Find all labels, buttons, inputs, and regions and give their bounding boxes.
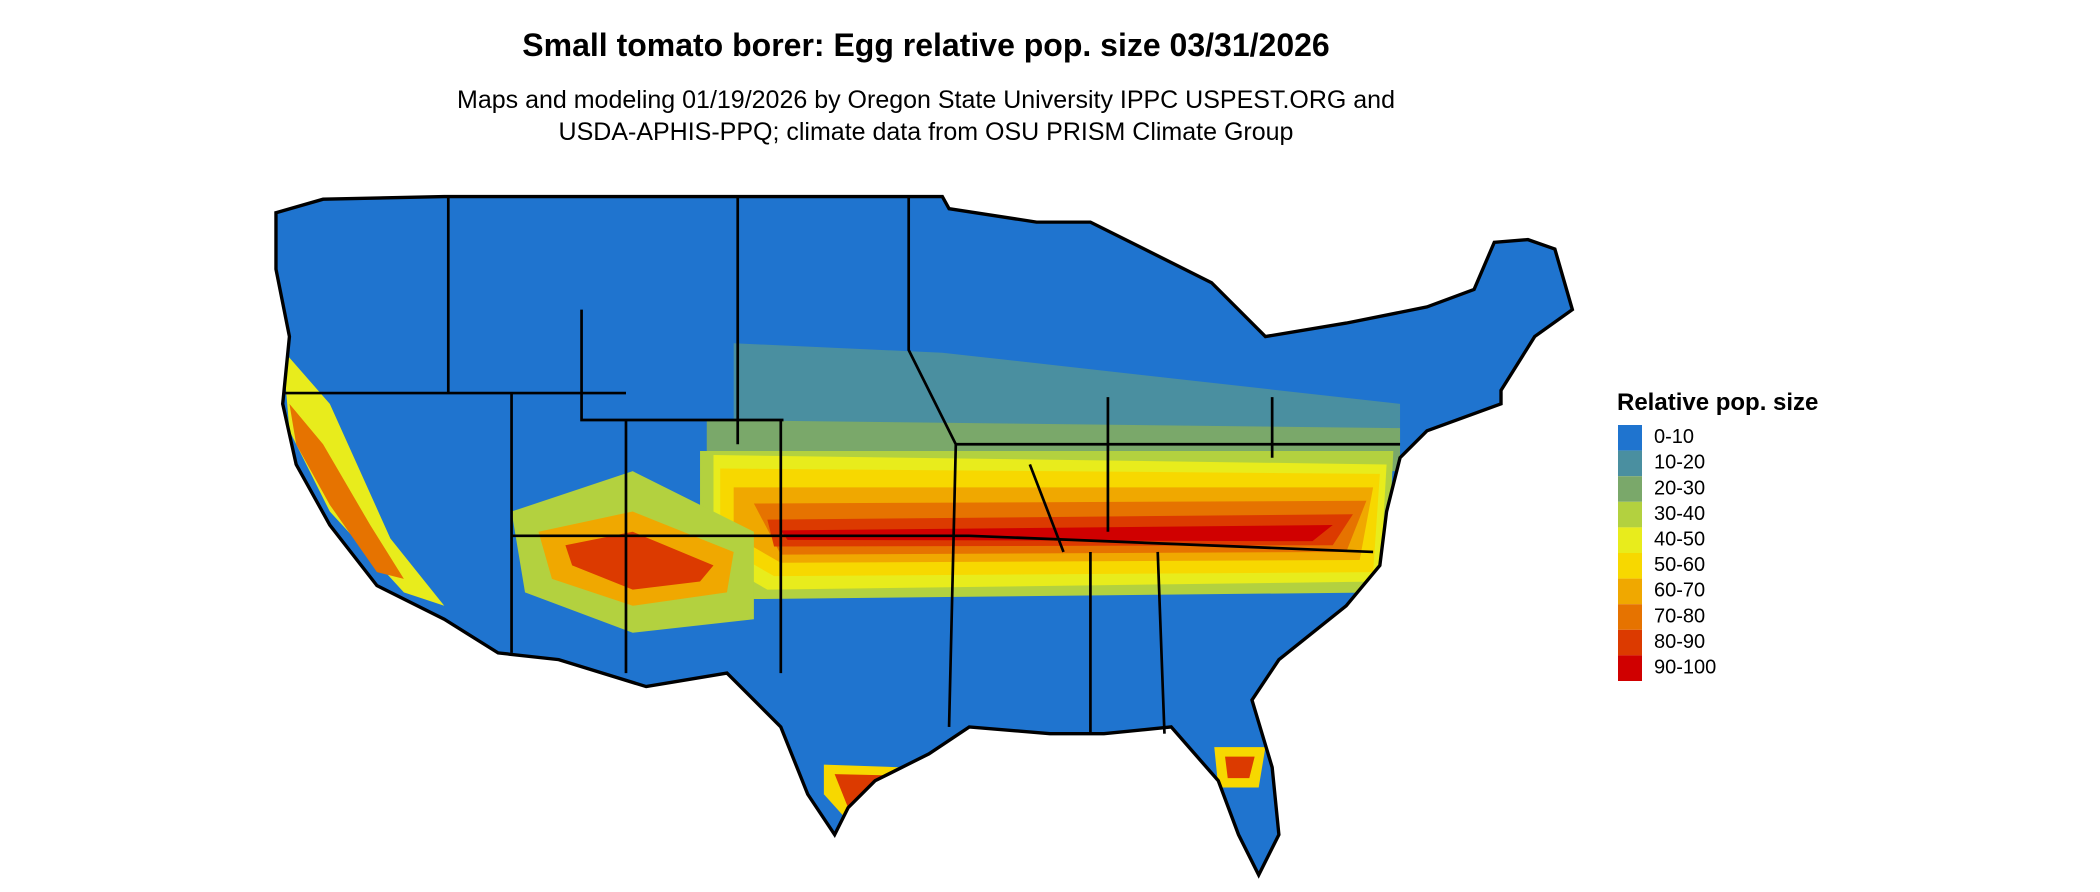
us-outline bbox=[274, 194, 1575, 879]
band bbox=[289, 403, 404, 579]
legend-swatch bbox=[1618, 604, 1642, 630]
map-subtitle: Maps and modeling 01/19/2026 by Oregon S… bbox=[457, 86, 1395, 114]
legend-title: Relative pop. size bbox=[1617, 389, 1818, 416]
band bbox=[565, 531, 714, 590]
legend-label: 90-100 bbox=[1654, 656, 1716, 678]
map-subtitle: USDA-APHIS-PPQ; climate data from OSU PR… bbox=[559, 118, 1294, 146]
legend-label: 70-80 bbox=[1654, 605, 1705, 627]
band bbox=[282, 350, 445, 606]
band bbox=[1225, 756, 1255, 779]
legend-swatch bbox=[1618, 578, 1642, 605]
band bbox=[733, 343, 1401, 445]
legend-swatch bbox=[1618, 476, 1642, 502]
legend: 0-10 10-20 20-30 30-40 40-50 50-60 60-70 70-80 8… bbox=[1618, 425, 1716, 681]
legend-swatch bbox=[1618, 425, 1642, 451]
map-title: Small tomato borer: Egg relative pop. si… bbox=[522, 27, 1329, 63]
legend-swatch bbox=[1618, 527, 1642, 553]
legend-swatch bbox=[1618, 655, 1642, 681]
legend-swatch bbox=[1618, 450, 1642, 477]
legend-label: 30-40 bbox=[1654, 503, 1705, 525]
legend-label: 40-50 bbox=[1654, 528, 1705, 550]
legend-label: 80-90 bbox=[1654, 631, 1705, 653]
legend-label: 50-60 bbox=[1654, 554, 1705, 576]
legend-swatch bbox=[1618, 629, 1642, 656]
us-map bbox=[274, 194, 1575, 879]
state-borders bbox=[285, 196, 1401, 734]
legend-label: 20-30 bbox=[1654, 477, 1705, 499]
legend-label: 60-70 bbox=[1654, 580, 1705, 602]
legend-swatch bbox=[1618, 553, 1642, 579]
legend-label: 0-10 bbox=[1654, 426, 1694, 448]
legend-label: 10-20 bbox=[1654, 452, 1705, 474]
legend-swatch bbox=[1618, 501, 1642, 528]
